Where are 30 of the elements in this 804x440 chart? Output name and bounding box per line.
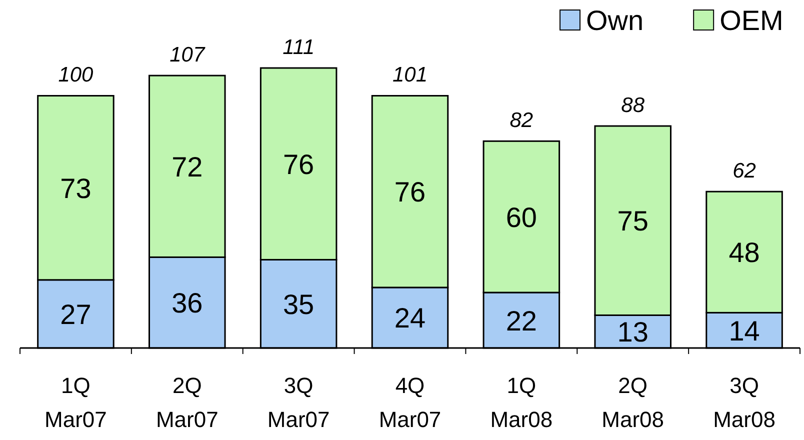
data-label: 14 <box>728 315 760 346</box>
total-label: 62 <box>732 160 756 183</box>
data-label: 76 <box>282 148 314 180</box>
x-tick-label: 1Q Mar07 <box>44 373 107 432</box>
total-label: 107 <box>170 44 206 67</box>
total-label: 88 <box>621 94 645 118</box>
x-tick-label: 2Q Mar07 <box>156 373 218 432</box>
data-label: 27 <box>60 298 92 330</box>
data-label: 72 <box>172 151 203 182</box>
x-tick-label: 2Q Mar08 <box>602 373 664 432</box>
x-tick-label: 4Q Mar07 <box>378 373 442 432</box>
total-label: 101 <box>392 64 428 87</box>
x-tick-label: 3Q Mar07 <box>267 373 330 432</box>
total-label: 82 <box>510 109 534 132</box>
data-label: 35 <box>282 288 314 320</box>
data-label: 76 <box>394 176 426 208</box>
total-label: 111 <box>282 36 315 59</box>
legend-label: Own <box>586 5 644 36</box>
data-label: 13 <box>617 316 648 348</box>
x-tick-label: 3Q Mar08 <box>713 373 776 432</box>
legend-label: OEM <box>720 5 784 36</box>
data-label: 36 <box>172 288 203 319</box>
x-tick-label: 1Q Mar08 <box>490 373 553 432</box>
data-label: 24 <box>394 302 426 334</box>
data-label: 48 <box>728 237 760 268</box>
data-label: 75 <box>617 206 648 237</box>
data-label: 22 <box>506 305 538 336</box>
data-label: 60 <box>506 202 538 233</box>
total-label: 100 <box>58 64 94 87</box>
data-label: 73 <box>60 172 92 204</box>
